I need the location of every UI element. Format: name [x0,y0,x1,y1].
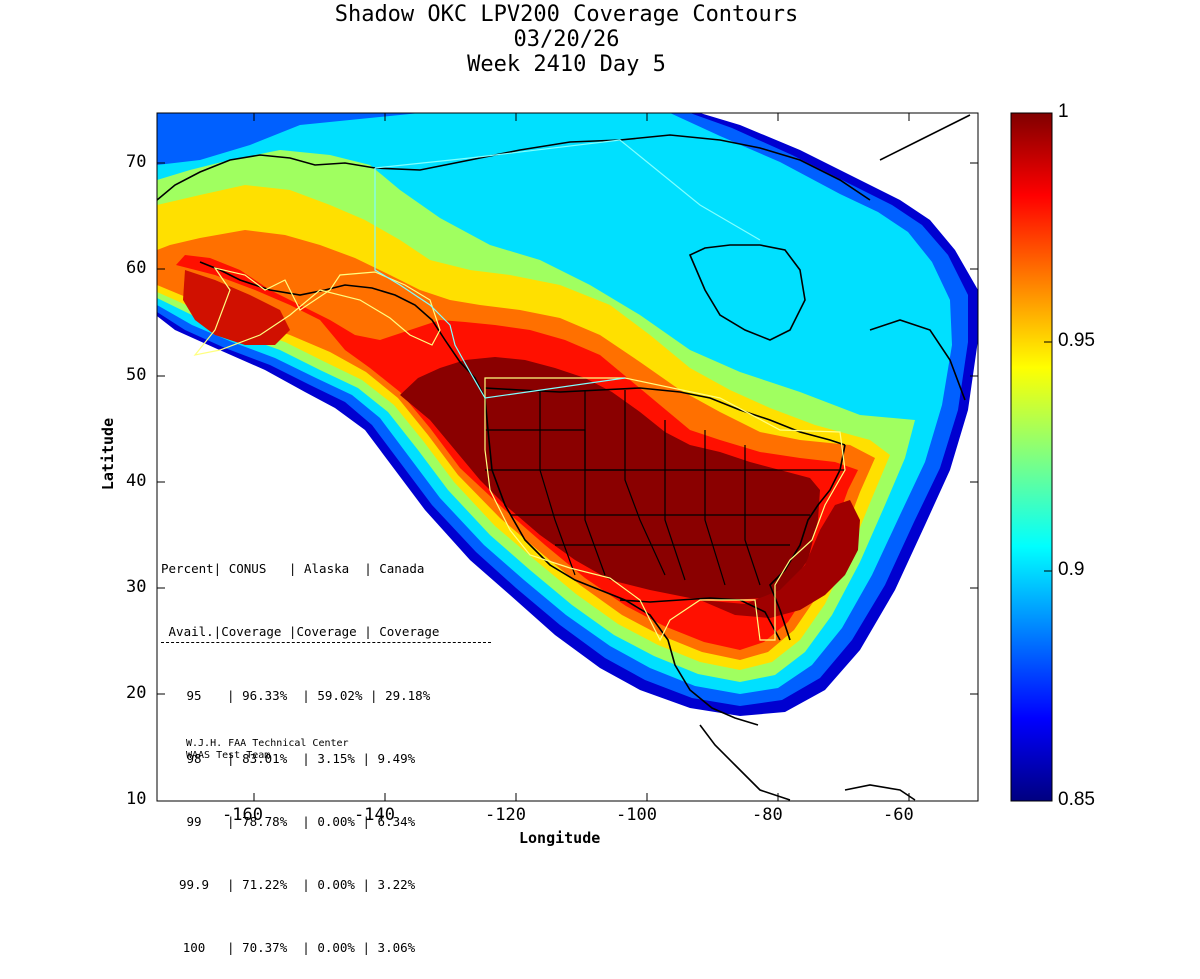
table-cell-avail: 98 [186,751,202,766]
table-row: 99 | 78.78% | 0.00% | 6.34% [161,811,491,832]
table-header-row-2: Avail.|Coverage |Coverage | Coverage [161,621,491,643]
x-tick-label: -60 [883,805,914,825]
coverage-map [156,112,1053,802]
table-header-row-1: Percent| CONUS | Alaska | Canada [161,561,425,576]
y-tick-label: 40 [126,471,147,491]
table-cell-conus: 70.37% [242,940,288,955]
credit-line-1: W.J.H. FAA Technical Center [186,738,349,749]
colorbar-tick-label: 1 [1058,101,1069,122]
x-tick-label: -160 [222,805,263,825]
state-borders [485,390,845,586]
table-cell-avail: 99 [186,814,202,829]
table-cell-avail: 99.9 [178,877,210,892]
table-row: 95 | 96.33% | 59.02% | 29.18% [161,685,491,706]
x-tick-label: -80 [752,805,783,825]
coverage-contours [157,113,978,716]
table-cell-avail: 95 [186,688,202,703]
y-tick-label: 10 [126,789,147,809]
table-cell-avail: 100 [182,940,206,955]
credit-line-2: WAAS Test Team [186,750,271,761]
table-cell-alaska: 0.00% [317,877,355,892]
contour-1-gulf [700,500,860,618]
y-tick-label: 70 [126,152,147,172]
y-axis-label: Latitude [99,417,118,491]
colorbar-ticks [1044,341,1052,572]
table-cell-canada: 29.18% [385,688,431,703]
y-tick-label: 50 [126,365,147,385]
table-cell-alaska: 59.02% [317,688,363,703]
table-cell-alaska: 0.00% [317,814,355,829]
x-axis-label: Longitude [519,829,601,847]
colorbar-tick-label: 0.85 [1058,789,1095,810]
table-cell-canada: 6.34% [377,814,416,829]
contour-1-alaska [183,270,290,345]
axis-ticks [157,113,978,801]
table-cell-alaska: 0.00% [317,940,355,955]
colorbar-tick-label: 0.9 [1058,559,1085,580]
plot-frame [156,112,979,802]
table-row: 98 | 83.01% | 3.15% | 9.49% [161,748,491,769]
service-boundaries [193,139,846,642]
table-cell-conus: 78.78% [242,814,288,829]
y-tick-label: 20 [126,683,147,703]
colorbar [1010,112,1053,802]
table-cell-canada: 3.22% [377,877,416,892]
table-cell-canada: 9.49% [377,751,416,766]
map-title: Shadow OKC LPV200 Coverage Contours [334,2,799,27]
table-row: 99.9 | 71.22% | 0.00% | 3.22% [161,874,491,895]
table-row: 100 | 70.37% | 0.00% | 3.06% [161,937,491,958]
x-tick-label: -100 [616,805,657,825]
colorbar-tick-label: 0.95 [1058,330,1095,351]
table-cell-alaska: 3.15% [317,751,355,766]
table-cell-canada: 3.06% [377,940,416,955]
table-cell-conus: 83.01% [242,751,288,766]
x-tick-label: -120 [485,805,526,825]
table-cell-conus: 96.33% [242,688,288,703]
contour-1 [400,357,820,600]
x-tick-label: -140 [354,805,395,825]
map-date: 03/20/26 [513,27,620,52]
y-tick-label: 60 [126,258,147,278]
map-week-day: Week 2410 Day 5 [467,52,666,77]
table-cell-conus: 71.22% [242,877,288,892]
y-tick-label: 30 [126,577,147,597]
